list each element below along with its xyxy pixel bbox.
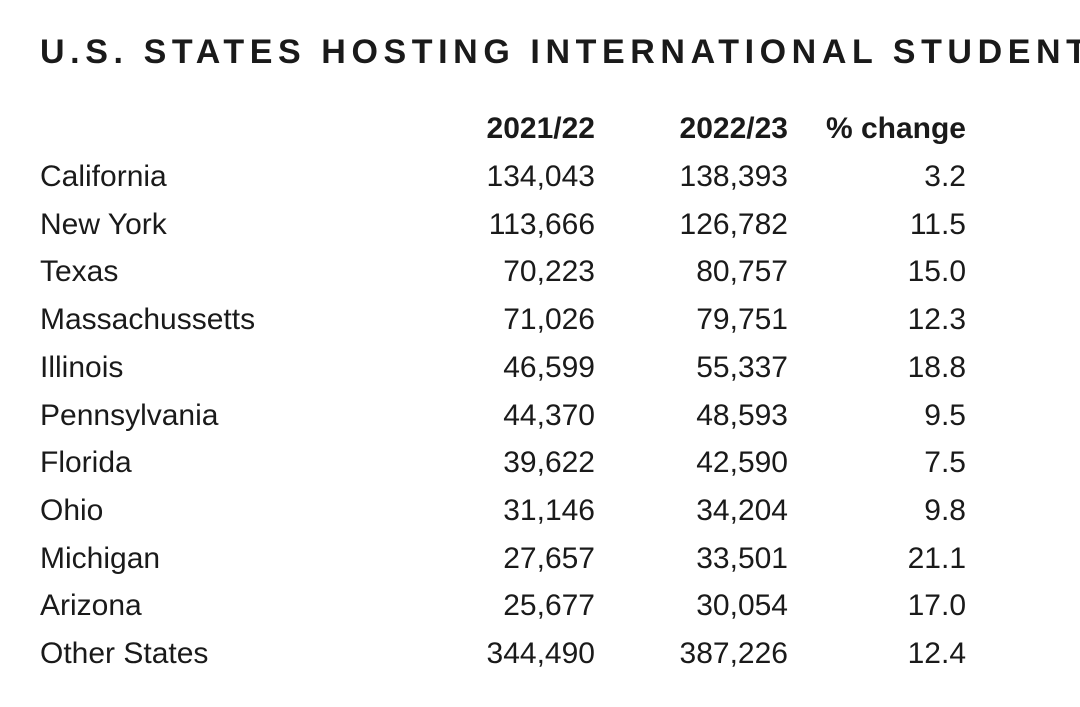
pct-change-cell: 12.3 xyxy=(907,303,966,337)
pct-change-cell: 9.8 xyxy=(924,493,966,527)
value-2021-22-cell: 25,677 xyxy=(503,589,595,623)
table-row: Other States 344,490 387,226 12.4 xyxy=(40,630,966,678)
state-name-cell: Illinois xyxy=(40,350,124,384)
pct-change-cell: 7.5 xyxy=(924,446,966,480)
pct-change-cell: 18.8 xyxy=(907,350,966,384)
table-row: Florida 39,622 42,590 7.5 xyxy=(40,439,966,487)
header-row: 2021/22 2022/23 % change xyxy=(40,105,966,153)
value-2021-22-cell: 31,146 xyxy=(503,493,595,527)
students-table: 2021/22 2022/23 % change California 134,0… xyxy=(40,105,966,678)
state-name-cell: Massachussetts xyxy=(40,303,256,337)
table-row: New York 113,666 126,782 11.5 xyxy=(40,201,966,249)
value-2021-22-cell: 39,622 xyxy=(503,446,595,480)
value-2022-23-cell: 34,204 xyxy=(696,493,788,527)
value-2021-22-cell: 70,223 xyxy=(503,255,595,289)
value-2021-22-cell: 113,666 xyxy=(488,207,595,241)
pct-change-cell: 17.0 xyxy=(907,589,966,623)
chart-title: U.S. STATES HOSTING INTERNATIONAL STUDEN… xyxy=(40,33,1080,71)
table-row: Illinois 46,599 55,337 18.8 xyxy=(40,344,966,392)
pct-change-cell: 21.1 xyxy=(907,541,966,575)
state-name-cell: Ohio xyxy=(40,493,104,527)
table-row: Massachussetts 71,026 79,751 12.3 xyxy=(40,296,966,344)
state-name-cell: Arizona xyxy=(40,589,142,623)
state-name-cell: Texas xyxy=(40,255,119,289)
header-state xyxy=(40,105,410,153)
value-2021-22-cell: 134,043 xyxy=(486,160,595,193)
pct-change-cell: 12.4 xyxy=(907,637,966,671)
value-2022-23-cell: 33,501 xyxy=(696,541,788,575)
value-2022-23-cell: 126,782 xyxy=(679,207,788,241)
table-row: Arizona 25,677 30,054 17.0 xyxy=(40,582,966,630)
value-2022-23-cell: 387,226 xyxy=(679,637,788,671)
table-body: California 134,043 138,393 3.2 New York 113,6… xyxy=(40,153,966,678)
value-2022-23-cell: 42,590 xyxy=(696,446,788,480)
state-name-cell: New York xyxy=(40,207,167,241)
value-2022-23-cell: 79,751 xyxy=(696,303,788,337)
state-name-cell: Florida xyxy=(40,446,132,480)
table-row: Pennsylvania 44,370 48,593 9.5 xyxy=(40,392,966,440)
table-row: Texas 70,223 80,757 15.0 xyxy=(40,248,966,296)
header-pct-change: % change xyxy=(825,112,966,146)
value-2021-22-cell: 344,490 xyxy=(486,637,595,671)
value-2021-22-cell: 27,657 xyxy=(503,541,595,575)
state-name-cell: Pennsylvania xyxy=(40,398,219,432)
table-row: California 134,043 138,393 3.2 xyxy=(40,153,966,201)
state-name-cell: Other States xyxy=(40,637,209,671)
pct-change-cell: 15.0 xyxy=(907,255,966,289)
table-row: Ohio 31,146 34,204 9.8 xyxy=(40,487,966,535)
state-name-cell: Michigan xyxy=(40,541,161,575)
pct-change-cell: 9.5 xyxy=(924,398,966,432)
value-2021-22-cell: 44,370 xyxy=(503,398,595,432)
pct-change-cell: 11.5 xyxy=(909,207,966,241)
value-2022-23-cell: 55,337 xyxy=(696,350,788,384)
value-2022-23-cell: 138,393 xyxy=(679,160,788,193)
value-2022-23-cell: 48,593 xyxy=(696,398,788,432)
value-2022-23-cell: 30,054 xyxy=(696,589,788,623)
header-2022-23: 2022/23 xyxy=(679,112,788,146)
value-2021-22-cell: 46,599 xyxy=(503,350,595,384)
value-2021-22-cell: 71,026 xyxy=(503,303,595,337)
header-2021-22: 2021/22 xyxy=(486,112,595,146)
pct-change-cell: 3.2 xyxy=(924,160,966,193)
table-row: Michigan 27,657 33,501 21.1 xyxy=(40,535,966,583)
value-2022-23-cell: 80,757 xyxy=(696,255,788,289)
state-name-cell: California xyxy=(40,160,167,193)
